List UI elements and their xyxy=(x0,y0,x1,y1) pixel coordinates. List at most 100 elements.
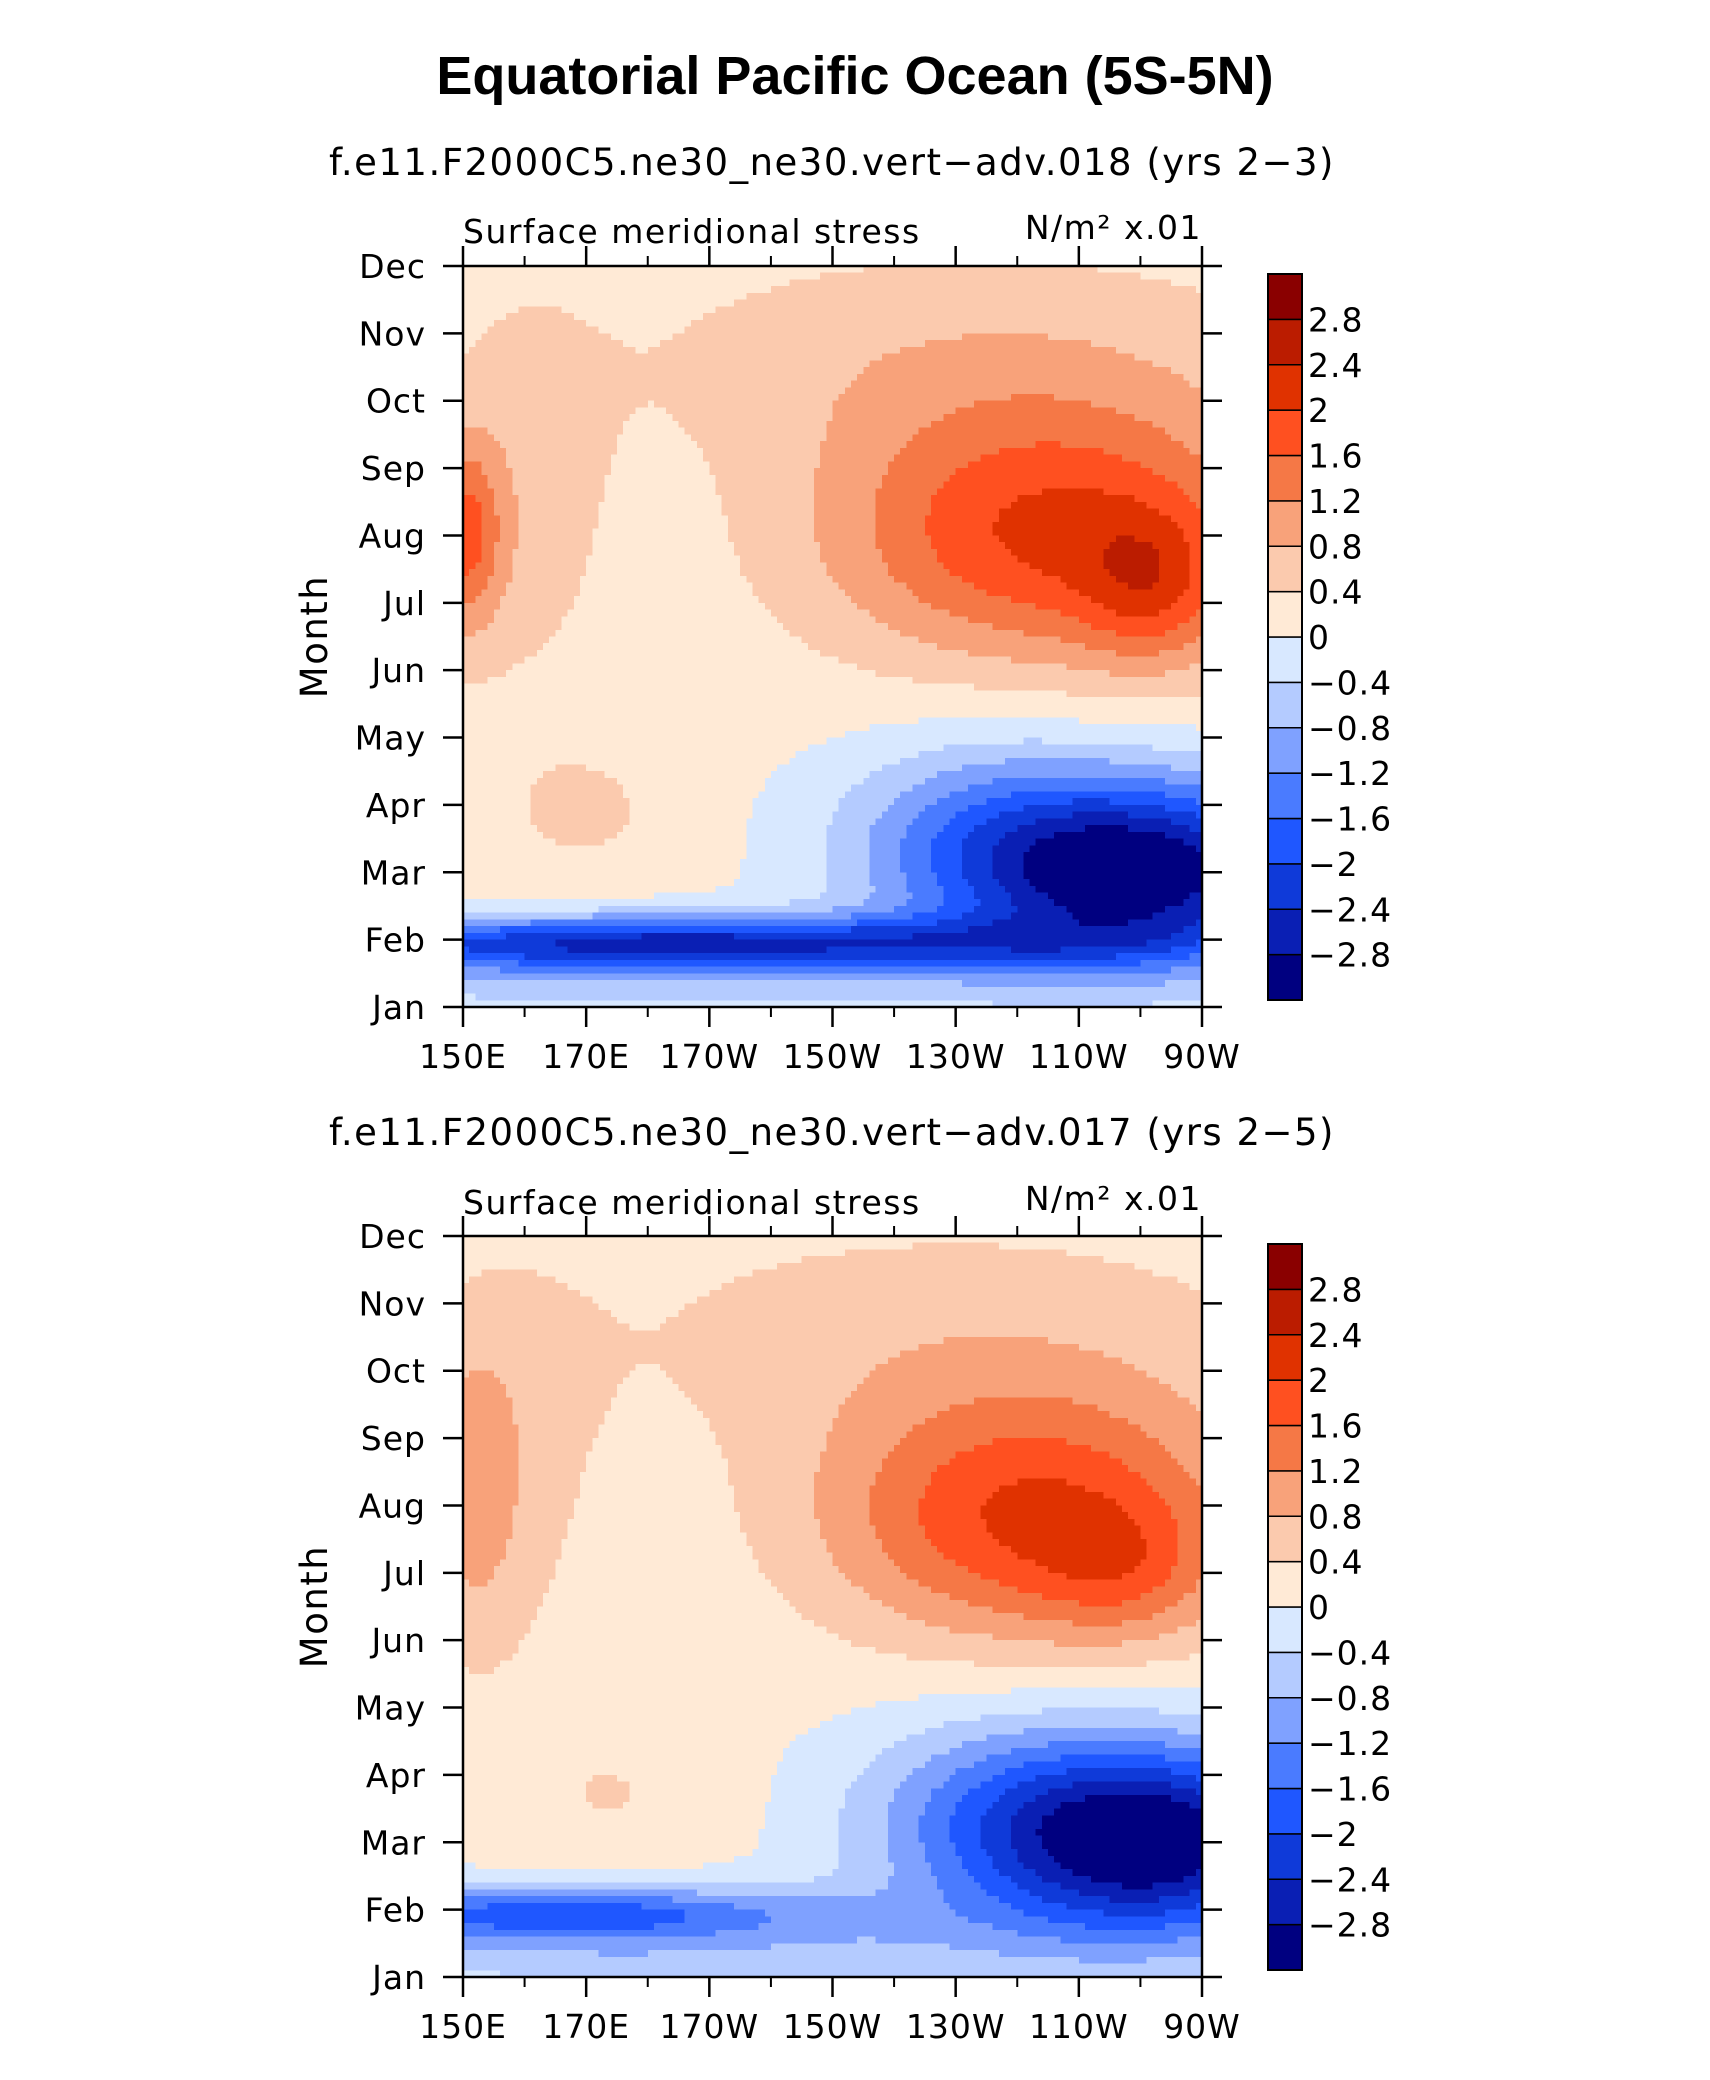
contour-cell xyxy=(808,744,944,751)
contour-cell xyxy=(826,886,876,893)
contour-cell xyxy=(808,1728,926,1735)
contour-cell xyxy=(518,1479,580,1486)
contour-cell xyxy=(839,798,895,805)
contour-cell xyxy=(876,522,926,529)
contour-cell xyxy=(611,1404,698,1411)
contour-cell xyxy=(839,394,1012,401)
contour-cell xyxy=(463,1748,784,1755)
contour-cell xyxy=(574,596,759,603)
contour-cell xyxy=(1116,535,1135,542)
contour-cell xyxy=(463,401,648,408)
contour-cell xyxy=(777,1768,864,1775)
contour-cell xyxy=(494,556,513,563)
contour-cell xyxy=(752,812,833,819)
contour-cell xyxy=(463,1512,513,1519)
contour-cell xyxy=(1165,980,1203,987)
contour-cell xyxy=(629,812,753,819)
contour-cell xyxy=(500,926,852,933)
contour-cell xyxy=(463,778,538,785)
contour-cell xyxy=(463,1384,507,1391)
contour-cell xyxy=(463,697,1203,704)
contour-cell xyxy=(506,1539,562,1546)
contour-cell xyxy=(913,913,963,920)
contour-cell xyxy=(1147,1479,1197,1486)
contour-cell xyxy=(629,414,673,421)
contour-cell xyxy=(999,812,1074,819)
contour-cell xyxy=(488,576,513,583)
contour-cell xyxy=(894,1869,932,1876)
contour-cell xyxy=(1017,1586,1153,1593)
contour-cell xyxy=(1165,791,1203,798)
contour-field xyxy=(463,266,1203,1008)
contour-cell xyxy=(925,522,993,529)
variable-label: Surface meridional stress xyxy=(463,1183,921,1222)
contour-cell xyxy=(863,367,1172,374)
contour-cell xyxy=(463,866,741,873)
contour-cell xyxy=(586,320,691,327)
contour-cell xyxy=(900,1566,968,1573)
contour-cell xyxy=(752,798,839,805)
contour-cell xyxy=(1190,1889,1203,1896)
contour-cell xyxy=(913,1425,1141,1432)
contour-cell xyxy=(1159,1438,1203,1445)
contour-cell xyxy=(999,448,1104,455)
colorbar-label: −0.8 xyxy=(1308,1679,1392,1718)
contour-cell xyxy=(752,1553,833,1560)
contour-cell xyxy=(1036,603,1104,610)
contour-cell xyxy=(463,1943,772,1950)
contour-cell xyxy=(586,1788,630,1795)
contour-cell xyxy=(1165,1607,1203,1614)
contour-cell xyxy=(463,1849,753,1856)
contour-cell xyxy=(759,1836,840,1843)
contour-cell xyxy=(463,1910,685,1917)
contour-cell xyxy=(986,1519,1134,1526)
contour-cell xyxy=(839,1829,889,1836)
contour-cell xyxy=(518,542,593,549)
contour-cell xyxy=(1060,1802,1190,1809)
contour-cell xyxy=(463,1721,821,1728)
contour-cell xyxy=(869,1371,1147,1378)
contour-cell xyxy=(475,596,500,603)
contour-cell xyxy=(820,892,870,899)
contour-cell xyxy=(950,1903,1012,1910)
contour-cell xyxy=(919,1344,1080,1351)
contour-cell xyxy=(1134,495,1190,502)
contour-cell xyxy=(777,1263,1135,1270)
contour-cell xyxy=(525,657,840,664)
contour-cell xyxy=(481,502,494,509)
contour-cell xyxy=(746,293,1202,300)
contour-cell xyxy=(1147,502,1197,509)
contour-cell xyxy=(1103,1351,1202,1358)
contour-cell xyxy=(869,1485,925,1492)
contour-cell xyxy=(574,1505,735,1512)
contour-cell xyxy=(826,832,870,839)
contour-cell xyxy=(759,1829,840,1836)
colorbar-label: −1.2 xyxy=(1308,754,1392,793)
colorbar-swatch xyxy=(1268,728,1302,773)
contour-cell xyxy=(937,1465,1129,1472)
contour-cell xyxy=(722,502,815,509)
contour-cell xyxy=(463,933,507,940)
contour-cell xyxy=(943,899,981,906)
contour-cell xyxy=(814,1485,870,1492)
contour-cell xyxy=(1042,1836,1203,1843)
contour-cell xyxy=(531,798,630,805)
contour-cell xyxy=(463,1627,531,1634)
contour-cell xyxy=(913,434,1172,441)
contour-cell xyxy=(1054,832,1165,839)
contour-cell xyxy=(740,556,821,563)
contour-cell xyxy=(500,1559,556,1566)
contour-cell xyxy=(463,1896,673,1903)
y-tick-label: Jan xyxy=(370,988,426,1027)
contour-cell xyxy=(518,495,605,502)
contour-cell xyxy=(950,1836,981,1843)
contour-cell xyxy=(531,1627,827,1634)
contour-cell xyxy=(463,1404,513,1411)
contour-cell xyxy=(709,468,814,475)
contour-cell xyxy=(463,1270,482,1277)
colorbar-swatch xyxy=(1268,1789,1302,1834)
contour-cell xyxy=(463,1660,501,1667)
contour-cell xyxy=(463,542,482,549)
contour-cell xyxy=(531,1620,815,1627)
contour-cell xyxy=(463,1937,858,1944)
